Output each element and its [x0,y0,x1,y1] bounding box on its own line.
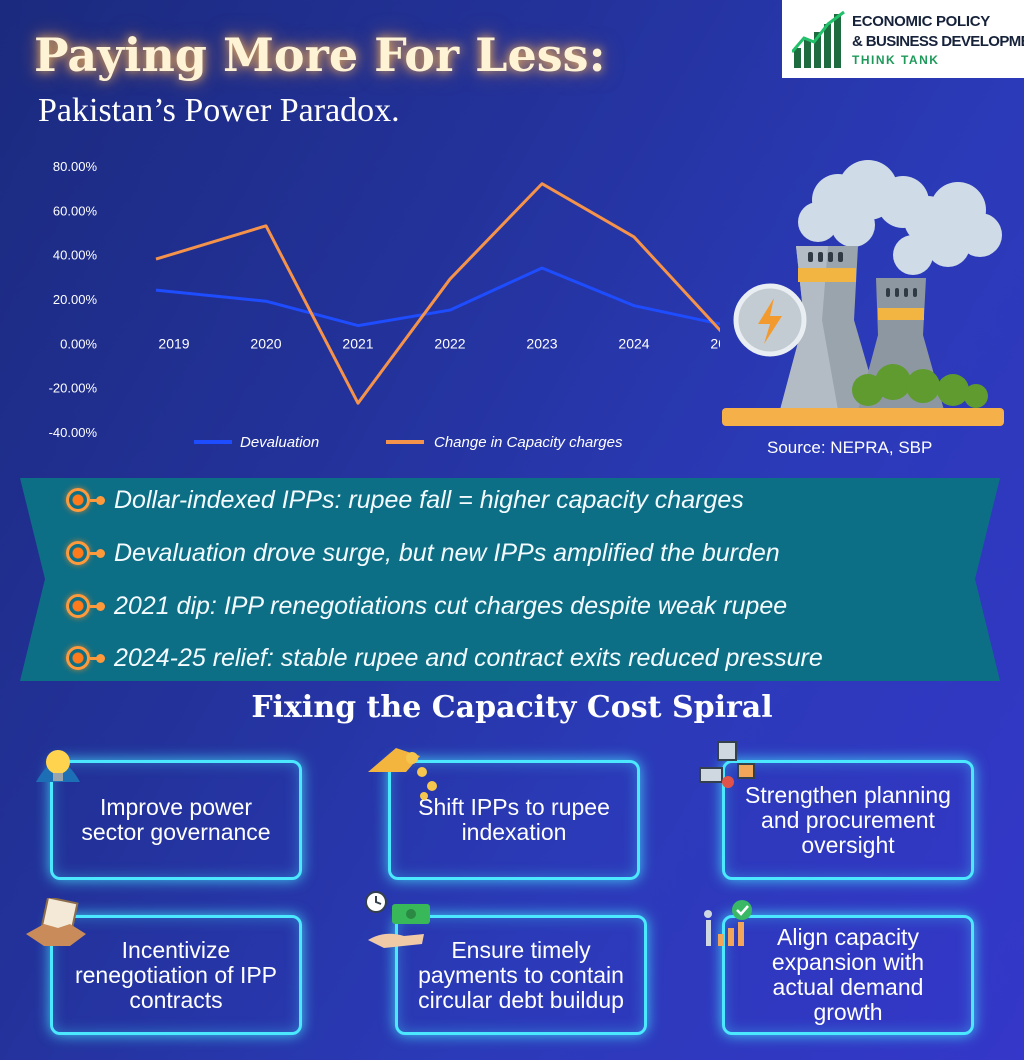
key-point-text: 2024-25 relief: stable rupee and contrac… [114,643,823,672]
page-subtitle: Pakistan’s Power Paradox. [38,92,400,129]
card-text: Incentivize renegotiation of IPP contrac… [74,936,278,1013]
card-renegotiation: Incentivize renegotiation of IPP contrac… [50,915,302,1035]
series-line-capacity-charges [155,182,720,405]
card-align-capacity: Align capacity expansion with actual dem… [722,915,974,1035]
logistics-icon [699,741,755,788]
think-tank-logo: ECONOMIC POLICY & BUSINESS DEVELOPMENT T… [782,0,1024,78]
key-point-4: 2024-25 relief: stable rupee and contrac… [66,638,823,678]
x-tick-label: 2023 [526,335,557,351]
page-title: Paying More For Less: [34,28,606,82]
key-point-text: Dollar-indexed IPPs: rupee fall = higher… [114,485,744,514]
x-tick-label: 2020 [250,335,281,351]
card-text: Align capacity expansion with actual dem… [771,924,925,1025]
card-text: Improve power sector governance [81,794,271,845]
card-planning-oversight: Strengthen planning and procurement over… [722,760,974,880]
bullet-icon [66,646,105,670]
y-tick-label: 40.00% [53,248,98,263]
growth-chart-icon [704,900,752,946]
card-governance: Improve power sector governance [50,760,302,880]
card-rupee-indexation: Shift IPPs to rupee indexation [388,760,640,880]
card-text: Shift IPPs to rupee indexation [418,794,610,845]
x-tick-label: 2021 [342,335,373,351]
line-chart: 80.00% 60.00% 40.00% 20.00% 0.00% -20.00% -40.… [49,159,720,451]
legend-label: Change in Capacity charges [434,434,623,451]
lightbulb-icon [36,750,80,782]
card-text: Strengthen planning and procurement over… [745,781,951,858]
y-tick-label: -40.00% [49,425,98,440]
key-points-banner: Dollar-indexed IPPs: rupee fall = higher… [20,478,1000,681]
power-plant-icon [722,160,1004,426]
bullet-icon [66,488,105,512]
x-tick-label: 2024 [618,335,649,351]
x-tick-label: 2022 [434,335,465,351]
logo-line-2: & BUSINESS DEVELOPMENT [852,33,1024,50]
banner-ribbon [20,478,1000,681]
key-point-text: Devaluation drove surge, but new IPPs am… [114,538,780,567]
key-point-1: Dollar-indexed IPPs: rupee fall = higher… [66,480,744,520]
logo-line-1: ECONOMIC POLICY [852,13,991,30]
series-line-devaluation [155,266,720,328]
logo-line-3: THINK TANK [852,53,940,67]
y-tick-label: 20.00% [53,292,98,307]
card-text: Ensure timely payments to contain circul… [418,936,624,1013]
card-timely-payments: Ensure timely payments to contain circul… [395,915,647,1035]
bullet-icon [66,594,105,618]
y-tick-label: -20.00% [49,381,98,396]
payment-icon [365,891,430,948]
y-tick-label: 0.00% [60,336,97,351]
handshake-icon [26,898,86,946]
key-point-text: 2021 dip: IPP renegotiations cut charges… [114,591,788,620]
rising-bars-logo-icon [792,10,845,68]
x-tick-label: 2019 [158,335,189,351]
key-point-2: Devaluation drove surge, but new IPPs am… [66,533,780,573]
y-tick-label: 60.00% [53,203,98,218]
x-tick-label: 2025 [710,335,720,351]
source-note: Source: NEPRA, SBP [767,438,933,457]
coins-hand-icon [368,748,437,800]
legend-label: Devaluation [240,434,319,451]
bullet-icon [66,541,105,565]
y-tick-label: 80.00% [53,159,98,174]
key-point-3: 2021 dip: IPP renegotiations cut charges… [66,586,787,626]
section-title: Fixing the Capacity Cost Spiral [251,690,773,725]
